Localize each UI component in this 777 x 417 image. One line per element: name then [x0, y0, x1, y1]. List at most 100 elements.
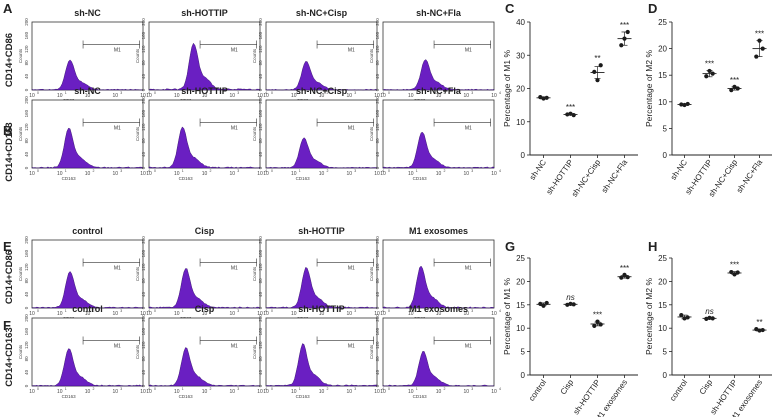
histogram-xtick-exp: 0: [388, 169, 390, 173]
histogram-ytick: 80: [141, 60, 146, 66]
histogram-ytick: 120: [141, 45, 146, 53]
panel-letter-G: G: [505, 239, 515, 254]
histogram-xtick-exp: 1: [416, 309, 418, 313]
histogram-ytick: 40: [375, 73, 380, 79]
gate-label: M1: [114, 125, 121, 131]
histogram-ytick: 200: [258, 96, 263, 104]
gate-label: M1: [114, 265, 121, 271]
histogram-title: sh-HOTTIP: [181, 8, 228, 18]
histogram-frame: [148, 99, 261, 169]
histogram-xtick: 10: [374, 311, 380, 317]
histogram-ytick: 0: [258, 88, 263, 91]
histogram-ytick: 120: [24, 45, 29, 53]
histogram-xtick: 10: [85, 389, 91, 395]
histogram-xtick: 10: [463, 311, 469, 317]
histogram-ytick: 0: [141, 306, 146, 309]
significance-label: ***: [730, 261, 739, 270]
histogram-xtick: 10: [112, 93, 118, 99]
histogram-ytick: 160: [375, 249, 380, 257]
histogram-xtick: 10: [291, 171, 297, 177]
dot-plot-H: 0 5 10 15 20 25 Percentage of M2 % control Cisp n…: [644, 254, 772, 417]
histogram-ytick: 160: [24, 109, 29, 117]
histogram-xtick: 10: [140, 171, 146, 177]
histogram-ytick: 160: [375, 109, 380, 117]
histogram-xtick: 10: [146, 311, 152, 317]
histogram-ytick: 200: [258, 236, 263, 244]
data-point: [592, 323, 597, 328]
histogram-ytick: 200: [375, 96, 380, 104]
histogram-xtick-exp: 4: [499, 387, 501, 391]
histogram-ytick: 120: [258, 123, 263, 131]
histogram-ytick: 120: [24, 123, 29, 131]
histogram-xtick: 10: [202, 171, 208, 177]
x-tick-label: sh-NC+Fla: [735, 158, 765, 195]
histogram-fill: [148, 347, 261, 387]
histogram-ytick: 80: [258, 278, 263, 284]
data-point: [595, 319, 600, 324]
histogram-ytick: 200: [375, 314, 380, 322]
histogram-title: M1 exosomes: [409, 226, 468, 236]
row-label: CD14+CD86: [4, 33, 15, 87]
histogram-xtick-exp: 4: [382, 309, 384, 313]
histogram-frame: [382, 99, 495, 169]
histogram-ytick: 40: [258, 369, 263, 375]
histogram-xtick-exp: 3: [354, 169, 356, 173]
histogram-xtick: 10: [140, 93, 146, 99]
significance-label: **: [594, 54, 600, 63]
y-tick-label: 5: [663, 348, 668, 357]
histogram-xtick: 10: [229, 311, 235, 317]
histogram-xtick: 10: [229, 93, 235, 99]
histogram-ytick: 120: [24, 341, 29, 349]
histogram-xtick: 10: [263, 389, 269, 395]
histogram-xtick: 10: [374, 171, 380, 177]
histogram-xtick: 10: [263, 171, 269, 177]
histogram-xtick-exp: 3: [120, 309, 122, 313]
histogram-ytick: 80: [141, 278, 146, 284]
histogram-ylabel: Counts: [18, 266, 23, 281]
histogram-xtick-exp: 3: [471, 309, 473, 313]
histogram-xtick: 10: [346, 389, 352, 395]
gate-label: M1: [348, 47, 355, 53]
histogram-ylabel: Counts: [18, 48, 23, 63]
histogram-ytick: 40: [141, 151, 146, 157]
row-label: CD14+CD163: [4, 122, 15, 181]
y-tick-label: 0: [521, 371, 526, 380]
histogram-frame: [265, 21, 378, 91]
histogram-xtick: 10: [57, 311, 63, 317]
histogram-ytick: 200: [258, 18, 263, 26]
histogram-xtick: 10: [57, 389, 63, 395]
histogram-ylabel: Counts: [135, 126, 140, 141]
histogram-ytick: 120: [375, 45, 380, 53]
significance-label: ***: [566, 103, 575, 112]
histogram-ytick: 0: [375, 384, 380, 387]
histogram-title: Cisp: [195, 304, 215, 314]
histogram-ylabel: Counts: [135, 344, 140, 359]
histogram-xtick-exp: 0: [154, 387, 156, 391]
histogram-xtick-exp: 2: [210, 91, 212, 95]
histogram-xtick: 10: [140, 389, 146, 395]
y-tick-label: 10: [658, 324, 667, 333]
histogram-ytick: 120: [258, 45, 263, 53]
histogram-ylabel: Counts: [252, 344, 257, 359]
histogram-ytick: 80: [375, 138, 380, 144]
histogram-xtick-exp: 2: [327, 169, 329, 173]
histogram-ytick: 80: [375, 278, 380, 284]
histogram-ytick: 0: [141, 166, 146, 169]
histogram-ytick: 160: [375, 327, 380, 335]
histogram-ylabel: Counts: [252, 266, 257, 281]
gate-label: M1: [231, 265, 238, 271]
histogram-xtick: 10: [146, 171, 152, 177]
histogram-xtick: 10: [463, 389, 469, 395]
histogram-ytick: 40: [24, 291, 29, 297]
histogram-xtick: 10: [491, 93, 497, 99]
histogram-ytick: 120: [258, 341, 263, 349]
histogram-frame: [265, 239, 378, 309]
histogram-xtick: 10: [463, 171, 469, 177]
histogram-xtick: 10: [257, 93, 263, 99]
data-point: [679, 312, 684, 318]
histogram-xtick-exp: 4: [499, 91, 501, 95]
histogram-title: sh-HOTTIP: [298, 226, 345, 236]
histogram-xtick-exp: 2: [93, 169, 95, 173]
histogram-xtick: 10: [346, 93, 352, 99]
